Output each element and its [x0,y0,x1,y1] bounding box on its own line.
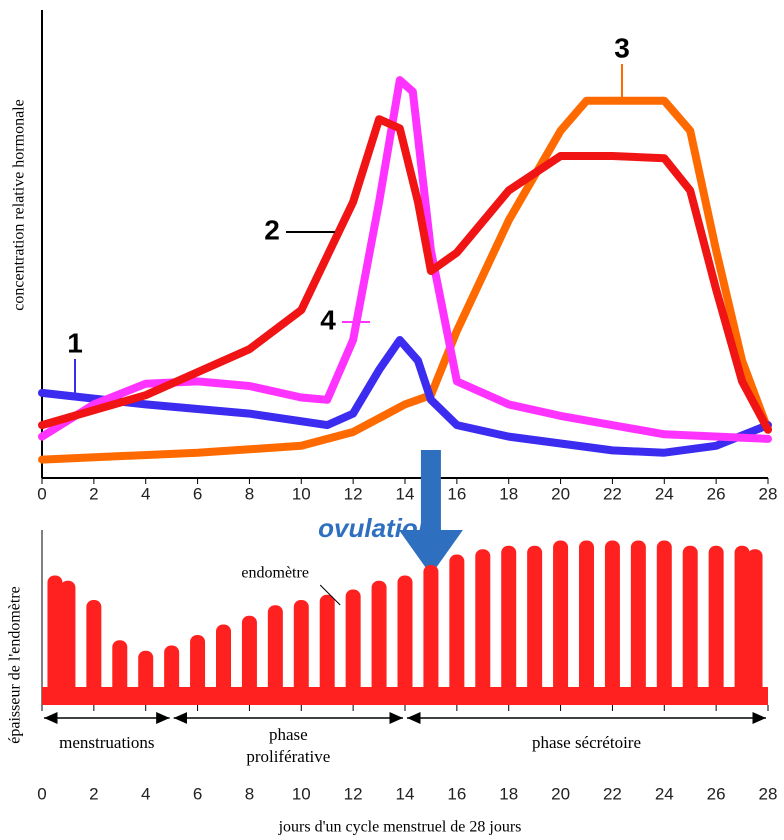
x-tick-label: 16 [447,784,466,803]
endometrium-column [345,589,361,705]
x-tick-label: 10 [292,784,311,803]
x-tick-label: 0 [37,784,46,803]
endometrium-column [112,640,128,705]
endometrium-column [527,545,543,705]
x-tick-label: 12 [344,484,363,503]
x-tick-label: 24 [655,784,674,803]
endometrium-column [138,650,154,705]
series-label: 2 [264,214,280,245]
x-tick-label: 20 [551,484,570,503]
endometrium-column [60,580,76,705]
x-tick-label: 18 [499,784,518,803]
endometrium-column [449,554,465,705]
endometrium-column [475,549,491,705]
x-tick-label: 26 [707,784,726,803]
series-label: 4 [320,304,336,335]
x-tick-label: 2 [89,484,98,503]
x-tick-label: 6 [193,784,202,803]
endometrium-column [630,540,646,705]
endometrium-column [501,545,517,705]
ovulation-arrow [420,450,441,530]
x-tick-label: 8 [245,784,254,803]
endometrium-column [734,545,750,705]
hormone-line [38,115,772,434]
x-tick-label: 8 [245,484,254,503]
annotation-leader [319,584,341,606]
endometrium-column [553,540,569,705]
endometrium-column [267,605,283,705]
endometrium-column [682,545,698,705]
endometrium-column [371,580,387,705]
endometrium-column [423,565,439,705]
x-tick-label: 28 [759,784,778,803]
x-tick-label: 12 [344,784,363,803]
endometrium-column [86,600,102,705]
ovulation-label: ovulation [318,513,434,543]
series-label: 3 [614,32,630,63]
endometrium-column [293,600,309,705]
phase-label: phase sécrétoire [532,733,641,752]
phase-label: menstruations [59,733,154,752]
y-axis-title: concentration relative hormonale [11,99,28,310]
x-tick-label: 22 [603,484,622,503]
ovulation-arrow-head [398,530,463,575]
phase-label: phase [269,725,308,744]
hormone-line [38,336,772,457]
x-tick-label: 18 [499,484,518,503]
x-tick-label: 4 [141,484,150,503]
endometrium-column [319,594,335,705]
endometrium-column [656,540,672,705]
endometrium-column [579,540,594,705]
x-tick-label: 14 [396,784,415,803]
x-tick-label: 6 [193,484,202,503]
x-tick-label: 26 [707,484,726,503]
phase-label: proliférative [246,747,330,766]
endometrium-column [241,615,257,705]
annotation: endomètre [241,565,309,582]
endometrium-column [164,645,180,705]
endometrium-column [747,549,763,705]
x-tick-label: 2 [89,784,98,803]
x-tick-label: 0 [37,484,46,503]
endometrium-column [604,540,620,705]
x-tick-label: 20 [551,784,570,803]
x-tick-label: 16 [447,484,466,503]
endometrium-column [216,624,231,705]
hormone-line [38,96,772,464]
x-tick-label: 28 [759,484,778,503]
y-axis-title: épaisseur de l'endomètre [7,586,24,743]
endometrium-column [47,575,63,705]
endometrium-column [397,575,413,705]
x-tick-label: 4 [141,784,150,803]
x-tick-label: 22 [603,784,622,803]
endometrium-column [708,545,724,705]
x-tick-label: 10 [292,484,311,503]
x-axis-title: jours d'un cycle menstruel de 28 jours [278,819,522,836]
endometrium-column [190,635,206,705]
x-tick-label: 14 [396,484,415,503]
series-label: 1 [67,327,83,358]
x-tick-label: 24 [655,484,674,503]
